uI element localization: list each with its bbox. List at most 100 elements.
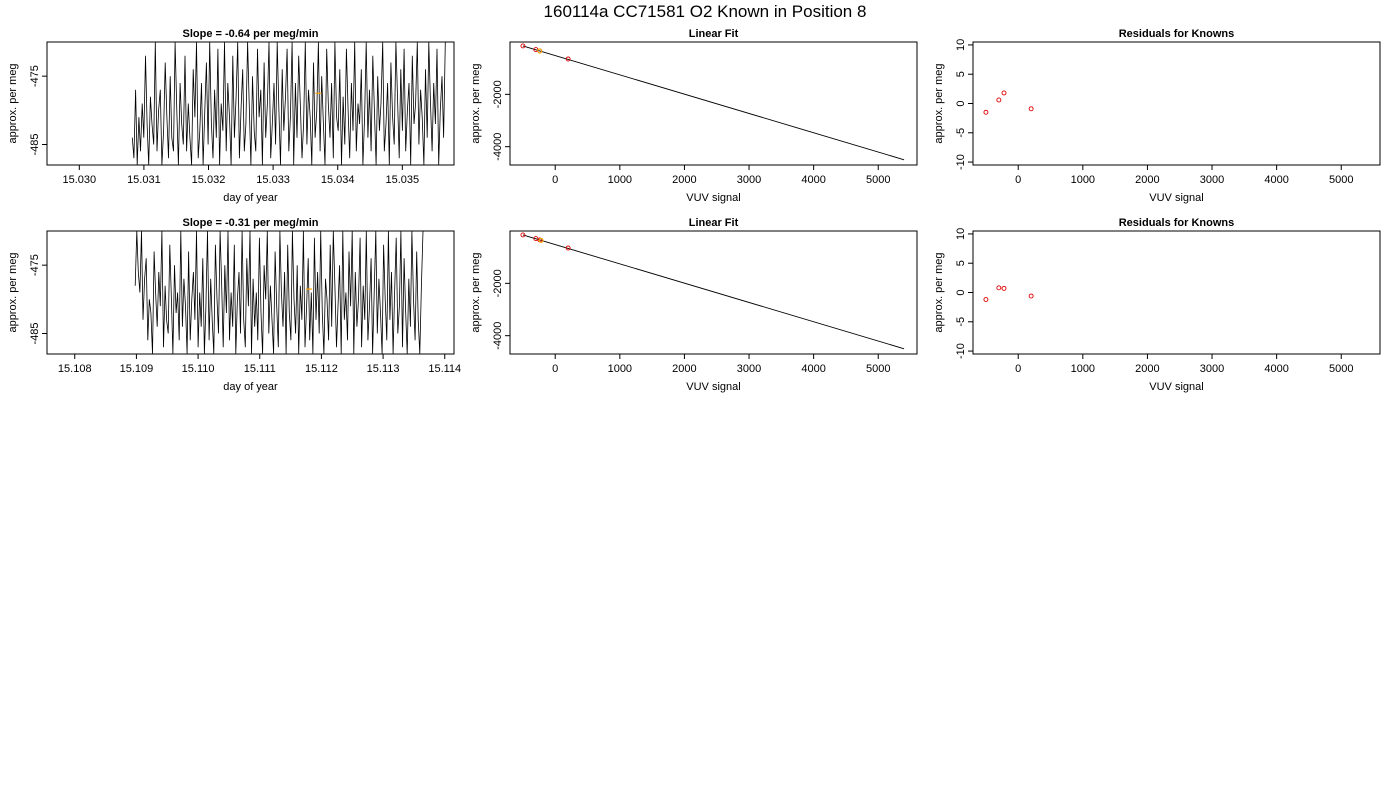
figure-title: 160114a CC71581 O2 Known in Position 8 (544, 2, 867, 21)
y-tick-label: 5 (955, 71, 967, 77)
x-tick-label: 15.109 (120, 363, 154, 375)
panel-title: Slope = -0.64 per meg/min (182, 28, 318, 40)
x-axis-label: VUV signal (1149, 192, 1203, 204)
y-tick-label: -475 (29, 65, 41, 87)
x-tick-label: 2000 (672, 174, 696, 186)
x-tick-label: 15.030 (62, 174, 96, 186)
y-axis-label: approx. per meg (7, 63, 19, 143)
panels: Slope = -0.64 per meg/min 15.030 15.031 15.… (7, 28, 1381, 393)
x-tick-label: 15.031 (127, 174, 161, 186)
plot-frame (509, 41, 918, 166)
known-point (1028, 106, 1034, 112)
x-axis-label: day of year (223, 192, 278, 204)
panel-title: Residuals for Knowns (1119, 217, 1235, 229)
known-point (1028, 293, 1034, 299)
x-tick-label: 15.113 (367, 363, 400, 375)
y-axis-label: approx. per meg (7, 252, 19, 332)
x-tick-label: 4000 (1264, 363, 1288, 375)
known-point (983, 297, 989, 302)
y-tick-label: -475 (29, 254, 41, 276)
x-tick-label: 0 (552, 174, 558, 186)
x-tick-label: 3000 (737, 363, 761, 375)
x-tick-label: 1000 (1071, 363, 1095, 375)
y-tick-label: -2000 (492, 80, 504, 108)
known-point (1001, 285, 1007, 291)
y-tick-label: -4000 (492, 322, 504, 350)
x-tick-label: 15.035 (385, 174, 419, 186)
x-tick-label: 0 (1015, 174, 1021, 186)
y-axis-label: approx. per meg (470, 252, 482, 332)
x-tick-label: 5000 (1329, 174, 1353, 186)
x-tick-label: 1000 (608, 363, 632, 375)
chart-panel: Linear Fit 0 1000 2000 3000 4000 5000 -2000 -400… (470, 28, 918, 204)
x-tick-label: 4000 (801, 363, 825, 375)
x-tick-label: 15.108 (58, 363, 92, 375)
plot-frame (46, 230, 455, 355)
plot-area (983, 285, 1034, 302)
known-point (520, 232, 526, 238)
plot-frame (972, 41, 1381, 166)
sample-point (537, 48, 543, 54)
sample-point (538, 237, 544, 243)
chart-panel: Slope = -0.31 per meg/min 15.108 15.109 15.… (7, 217, 461, 393)
x-axis-label: day of year (223, 381, 278, 393)
y-tick-label: -10 (955, 154, 967, 170)
x-tick-label: 15.114 (428, 363, 461, 375)
x-tick-label: 2000 (672, 363, 696, 375)
y-tick-label: 0 (955, 289, 967, 295)
x-axis-label: VUV signal (686, 192, 740, 204)
x-tick-label: 15.112 (305, 363, 338, 375)
x-tick-label: 5000 (866, 363, 890, 375)
known-point (996, 97, 1002, 103)
x-tick-label: 15.032 (192, 174, 226, 186)
known-point (520, 43, 526, 49)
data-series-line (134, 231, 424, 354)
plot-area (983, 90, 1034, 115)
plot-area (520, 232, 905, 350)
x-tick-label: 4000 (801, 174, 825, 186)
y-tick-label: -5 (955, 317, 967, 327)
y-axis-label: approx. per meg (933, 63, 945, 143)
x-tick-label: 3000 (1200, 174, 1224, 186)
y-tick-label: 10 (955, 39, 967, 51)
known-point (1001, 90, 1007, 96)
plot-area (131, 42, 446, 165)
known-point (996, 285, 1002, 291)
x-tick-label: 15.033 (256, 174, 290, 186)
x-tick-label: 2000 (1135, 174, 1159, 186)
y-tick-label: -485 (29, 133, 41, 155)
x-tick-label: 0 (1015, 363, 1021, 375)
x-tick-label: 15.111 (244, 363, 276, 375)
plot-frame (509, 230, 918, 355)
x-tick-label: 5000 (866, 174, 890, 186)
y-axis-label: approx. per meg (470, 63, 482, 143)
x-tick-label: 2000 (1135, 363, 1159, 375)
x-axis-label: VUV signal (686, 381, 740, 393)
panel-title: Residuals for Knowns (1119, 28, 1235, 40)
panel-title: Linear Fit (689, 217, 739, 229)
y-axis-label: approx. per meg (933, 252, 945, 332)
chart-panel: Slope = -0.64 per meg/min 15.030 15.031 15.… (7, 28, 455, 204)
plot-frame (972, 230, 1381, 355)
x-tick-label: 1000 (1071, 174, 1095, 186)
known-point (565, 245, 571, 251)
x-tick-label: 15.034 (321, 174, 355, 186)
panel-title: Linear Fit (689, 28, 739, 40)
y-tick-label: -4000 (492, 133, 504, 161)
chart-panel: Residuals for Knowns 0 1000 2000 3000 4000 500… (933, 28, 1381, 204)
x-tick-label: 3000 (737, 174, 761, 186)
x-axis-label: VUV signal (1149, 381, 1203, 393)
x-tick-label: 3000 (1200, 363, 1224, 375)
plot-area (520, 43, 905, 161)
plot-area (134, 231, 424, 354)
known-point (565, 56, 571, 62)
fit-line (522, 234, 905, 350)
y-tick-label: 5 (955, 260, 967, 266)
y-tick-label: -5 (955, 128, 967, 138)
y-tick-label: -2000 (492, 269, 504, 297)
chart-panel: Linear Fit 0 1000 2000 3000 4000 5000 -2000 -400… (470, 217, 918, 393)
y-tick-label: -485 (29, 322, 41, 344)
y-tick-label: 0 (955, 100, 967, 106)
x-tick-label: 4000 (1264, 174, 1288, 186)
